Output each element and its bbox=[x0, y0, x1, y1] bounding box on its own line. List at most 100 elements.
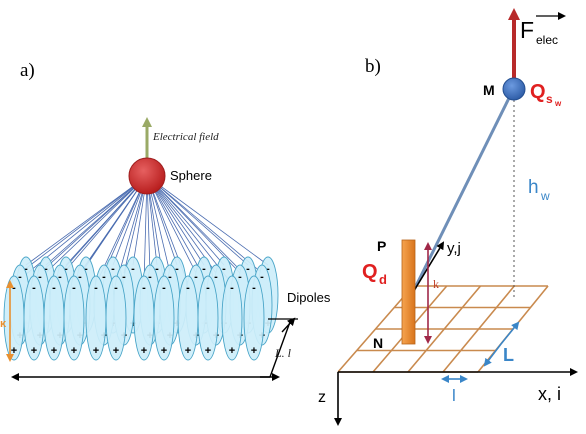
dipole-minus-sign: - bbox=[230, 282, 234, 294]
dipole: -+ bbox=[63, 275, 85, 361]
dipole-ellipse bbox=[197, 275, 219, 361]
point-n-label: N bbox=[373, 335, 383, 351]
force-subscript: elec bbox=[536, 33, 558, 47]
dipole-plus-sign: + bbox=[161, 345, 167, 357]
dipole-plus-sign: + bbox=[141, 345, 147, 357]
dipole-minus-sign: - bbox=[206, 282, 210, 294]
x-axis-label: x, i bbox=[538, 384, 561, 404]
dipole-minus-sign: - bbox=[84, 263, 88, 275]
dipole-array: -+-+-+-+-+-+-+-+-+-+-+-+-+-+-+-+-+-+-+-+… bbox=[3, 256, 279, 361]
y-axis-label: y,j bbox=[447, 240, 461, 257]
sphere-label: Sphere bbox=[170, 168, 212, 183]
field-line bbox=[146, 175, 263, 274]
field-line bbox=[13, 175, 148, 285]
sphere bbox=[128, 157, 166, 195]
dipole-minus-sign: - bbox=[72, 282, 76, 294]
dipole-plus-sign: + bbox=[229, 345, 235, 357]
dipole-minus-sign: - bbox=[131, 263, 135, 275]
dipole-ellipse bbox=[105, 275, 127, 361]
surface-grid bbox=[337, 285, 549, 373]
field-line bbox=[25, 175, 148, 266]
dipole-plus-sign: + bbox=[205, 345, 211, 357]
dipole-minus-sign: - bbox=[202, 263, 206, 275]
dipole-minus-sign: - bbox=[252, 282, 256, 294]
height-subscript: w bbox=[540, 189, 550, 203]
point-m-label: M bbox=[483, 82, 495, 98]
dipole-minus-sign: - bbox=[94, 282, 98, 294]
dipole-minus-sign: - bbox=[175, 263, 179, 275]
field-line bbox=[39, 175, 148, 274]
length-label: L. l bbox=[274, 346, 292, 360]
dipole-minus-sign: - bbox=[64, 263, 68, 275]
dipole-minus-sign: - bbox=[238, 271, 242, 283]
force-label: F bbox=[520, 17, 534, 43]
panel-b: b) F elec M Q s w h w y,j P Q d N k bbox=[318, 8, 578, 426]
dipole-minus-sign: - bbox=[162, 282, 166, 294]
dipole: -+ bbox=[23, 275, 45, 361]
big-l-arrow-up bbox=[500, 321, 520, 345]
panel-b-label: b) bbox=[365, 56, 381, 77]
dipole-minus-sign: - bbox=[102, 271, 106, 283]
dipole-minus-sign: - bbox=[114, 282, 118, 294]
dipole-minus-sign: - bbox=[222, 263, 226, 275]
dipole-plus-sign: + bbox=[51, 345, 57, 357]
dipole-charge-sub: d bbox=[379, 272, 387, 287]
dipole-minus-sign: - bbox=[24, 263, 28, 275]
dipole-rod bbox=[401, 239, 416, 345]
field-line bbox=[146, 175, 225, 266]
kappa-label: κ bbox=[0, 318, 7, 330]
dipole-minus-sign: - bbox=[260, 271, 264, 283]
dipole-minus-sign: - bbox=[194, 271, 198, 283]
dipole-ellipse bbox=[153, 275, 175, 361]
k-label: k bbox=[433, 277, 439, 291]
dipole: -+ bbox=[243, 275, 265, 361]
big-l-label: L bbox=[503, 345, 514, 365]
sphere-charge-subsub: w bbox=[554, 99, 562, 108]
dipole-ellipse bbox=[221, 275, 243, 361]
dipole-minus-sign: - bbox=[12, 282, 16, 294]
dipole-minus-sign: - bbox=[142, 282, 146, 294]
dipole-minus-sign: - bbox=[52, 282, 56, 294]
field-line bbox=[59, 175, 148, 274]
panel-a-label: a) bbox=[20, 60, 35, 81]
charged-sphere bbox=[502, 77, 526, 101]
small-l-label: l bbox=[452, 386, 456, 405]
electrical-field-label: Electrical field bbox=[152, 131, 219, 143]
dipole-plus-sign: + bbox=[113, 345, 119, 357]
depth-arrow bbox=[281, 317, 296, 333]
dipole-minus-sign: - bbox=[78, 271, 82, 283]
field-line bbox=[146, 175, 255, 285]
sphere-charge-sub: s bbox=[546, 92, 553, 106]
z-axis-label: z bbox=[318, 389, 326, 406]
dipole-ellipse bbox=[243, 275, 265, 361]
dipole-minus-sign: - bbox=[266, 263, 270, 275]
dipole-charge-label: Q bbox=[362, 261, 378, 283]
big-l-arrow-down bbox=[483, 343, 502, 367]
dipole: -+ bbox=[177, 275, 199, 361]
dipole-minus-sign: - bbox=[122, 271, 126, 283]
point-p-label: P bbox=[377, 238, 386, 254]
dipole-minus-sign: - bbox=[44, 263, 48, 275]
panel-a: a) Electrical field -+-+-+-+-+-+-+-+-+-+… bbox=[0, 60, 331, 381]
dipole-minus-sign: - bbox=[155, 263, 159, 275]
depth-line bbox=[269, 321, 291, 378]
dipole-minus-sign: - bbox=[32, 282, 36, 294]
dipole-plus-sign: + bbox=[251, 345, 257, 357]
dipole-plus-sign: + bbox=[71, 345, 77, 357]
dipoles-label: Dipoles bbox=[287, 290, 331, 305]
dipole-minus-sign: - bbox=[18, 271, 22, 283]
dipole: -+ bbox=[153, 275, 175, 361]
dipole: -+ bbox=[105, 275, 127, 361]
dipole: -+ bbox=[197, 275, 219, 361]
dipole-minus-sign: - bbox=[214, 271, 218, 283]
dipole: -+ bbox=[3, 275, 25, 361]
dipole-minus-sign: - bbox=[38, 271, 42, 283]
dipole-plus-sign: + bbox=[185, 345, 191, 357]
dipole: -+ bbox=[43, 275, 65, 361]
dipole-minus-sign: - bbox=[168, 271, 172, 283]
field-line bbox=[19, 175, 148, 274]
dipole: -+ bbox=[221, 275, 243, 361]
dipole-ellipse bbox=[63, 275, 85, 361]
dipole-minus-sign: - bbox=[186, 282, 190, 294]
